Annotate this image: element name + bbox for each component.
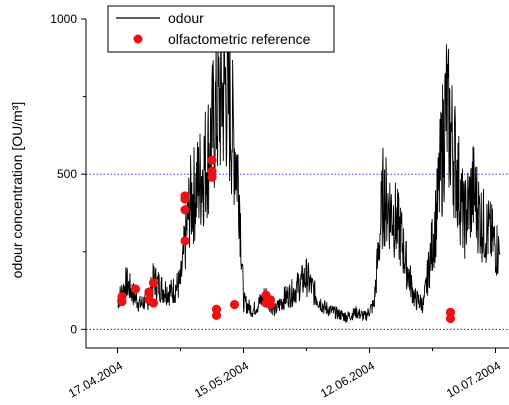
- reference-lines: [86, 173, 509, 330]
- x-tick-label: 15.05.2004: [192, 358, 251, 400]
- reference-point: [207, 172, 217, 182]
- legend-marker-icon: [133, 34, 143, 44]
- reference-point: [180, 205, 190, 215]
- reference-point: [265, 299, 276, 310]
- reference-point: [180, 236, 190, 246]
- y-tick-label: 0: [70, 322, 77, 336]
- axes: [81, 18, 509, 353]
- reference-point: [211, 304, 222, 314]
- y-tick-label: 500: [57, 167, 77, 181]
- y-tick-label: 1000: [50, 12, 77, 26]
- reference-point: [144, 287, 154, 297]
- reference-point: [180, 194, 190, 204]
- x-tick-label: 17.04.2004: [66, 358, 125, 400]
- y-axis-label: odour concentration [OU/m³]: [9, 102, 25, 279]
- legend-label-odour: odour: [168, 10, 204, 26]
- legend-label-reference: olfactometric reference: [168, 31, 311, 47]
- reference-point: [445, 313, 456, 324]
- legend-box: [107, 5, 335, 53]
- reference-point: [148, 278, 159, 288]
- x-tick-label: 10.07.2004: [444, 358, 503, 400]
- reference-point: [148, 298, 159, 308]
- reference-point: [130, 284, 141, 294]
- x-tick-label: 12.06.2004: [318, 358, 377, 400]
- reference-point: [229, 299, 240, 310]
- olfactometric-reference-series: [117, 155, 456, 324]
- odour-line: [117, 19, 501, 323]
- reference-point: [207, 155, 217, 165]
- odour-series: [117, 19, 501, 323]
- reference-point: [117, 292, 127, 302]
- legend: odour olfactometric reference: [107, 5, 335, 53]
